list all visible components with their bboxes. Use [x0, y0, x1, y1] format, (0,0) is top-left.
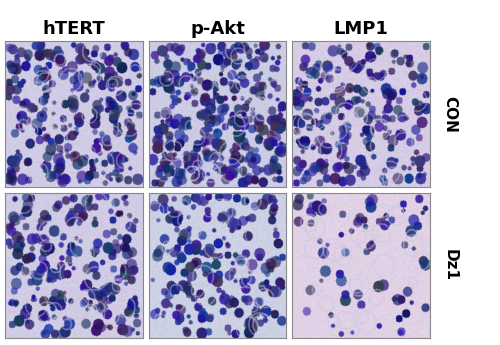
Text: hTERT: hTERT	[42, 20, 106, 38]
Text: CON: CON	[442, 96, 458, 132]
Text: LMP1: LMP1	[334, 20, 388, 38]
Text: p-Akt: p-Akt	[190, 20, 245, 38]
Text: Dz1: Dz1	[442, 249, 458, 282]
